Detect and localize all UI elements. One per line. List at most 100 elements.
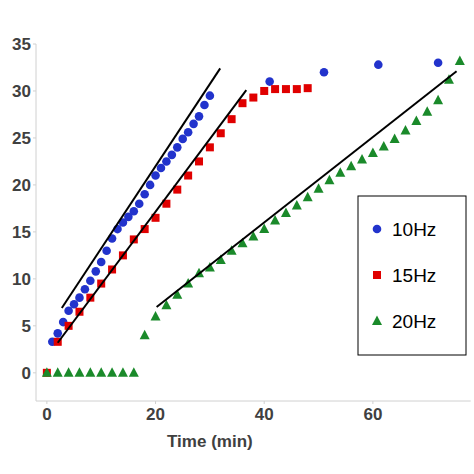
data-point — [346, 161, 356, 171]
data-point — [320, 68, 329, 77]
data-point — [140, 330, 150, 340]
data-point — [75, 293, 84, 302]
y-tick-label: 35 — [12, 35, 31, 54]
data-point — [314, 183, 324, 193]
data-point — [422, 106, 432, 116]
legend-label: 15Hz — [392, 265, 436, 286]
data-point — [70, 300, 79, 309]
data-point — [168, 151, 177, 160]
data-point — [129, 367, 139, 377]
data-point — [200, 101, 209, 110]
x-axis-line — [36, 401, 471, 402]
fit-line — [157, 71, 457, 307]
legend-box — [358, 196, 466, 355]
data-point — [265, 77, 274, 86]
legend: 10Hz 15Hz 20Hz — [358, 196, 466, 355]
x-tick — [155, 401, 156, 404]
data-point — [206, 91, 215, 100]
x-tick — [372, 401, 373, 404]
y-tick — [33, 278, 36, 279]
data-point — [249, 94, 257, 102]
data-point — [64, 367, 74, 377]
data-point — [42, 367, 52, 377]
legend-marker — [372, 316, 382, 326]
data-point — [178, 135, 187, 144]
data-point — [260, 87, 268, 95]
data-point — [135, 199, 144, 208]
data-point — [303, 192, 313, 202]
data-point — [195, 112, 204, 121]
data-point — [53, 367, 63, 377]
data-point — [368, 147, 378, 157]
data-point — [53, 329, 62, 338]
y-axis-line — [36, 44, 37, 401]
data-point — [271, 85, 279, 93]
chart: 051015202530350204060Time (min)10Hz15Hz2… — [0, 0, 474, 474]
y-tick-label: 10 — [12, 270, 31, 289]
data-point — [86, 276, 95, 285]
data-point — [140, 190, 149, 199]
data-point — [228, 115, 236, 123]
data-point — [189, 120, 198, 129]
data-point — [374, 60, 383, 69]
data-point — [97, 258, 106, 267]
data-point — [379, 141, 389, 151]
data-point — [411, 116, 421, 126]
x-tick-label: 0 — [42, 405, 51, 424]
data-point — [146, 181, 155, 190]
data-point — [64, 307, 73, 316]
data-point — [157, 164, 166, 173]
legend-marker — [373, 225, 382, 234]
y-tick — [33, 44, 36, 45]
x-tick-label: 20 — [146, 405, 165, 424]
data-point — [304, 84, 312, 92]
data-point — [206, 143, 214, 151]
y-tick — [33, 372, 36, 373]
legend-label: 10Hz — [392, 219, 436, 240]
data-point — [118, 367, 128, 377]
data-point — [130, 207, 139, 216]
data-point — [96, 367, 106, 377]
y-tick — [33, 137, 36, 138]
y-tick — [33, 90, 36, 91]
fit-line — [62, 68, 220, 308]
fit-line — [58, 90, 247, 343]
y-tick-label: 0 — [22, 364, 31, 383]
y-tick-label: 30 — [12, 82, 31, 101]
x-tick — [46, 401, 47, 404]
data-point — [335, 167, 345, 177]
data-point — [74, 367, 84, 377]
data-point — [91, 267, 100, 276]
data-point — [282, 85, 290, 93]
data-point — [434, 58, 443, 67]
y-tick-label: 20 — [12, 176, 31, 195]
data-point — [107, 367, 117, 377]
y-tick — [33, 184, 36, 185]
data-point — [217, 129, 225, 137]
data-point — [433, 95, 443, 105]
data-point — [151, 311, 161, 321]
data-point — [162, 157, 171, 166]
y-tick-label: 25 — [12, 129, 31, 148]
x-tick-label: 60 — [363, 405, 382, 424]
data-point — [400, 125, 410, 135]
data-point — [173, 143, 182, 152]
data-point — [390, 133, 400, 143]
x-tick-label: 40 — [255, 405, 274, 424]
y-tick-label: 5 — [22, 317, 31, 336]
data-point — [357, 154, 367, 164]
legend-marker — [373, 271, 381, 279]
legend-label: 20Hz — [392, 311, 436, 332]
x-tick — [264, 401, 265, 404]
data-point — [292, 200, 302, 210]
data-point — [81, 285, 90, 294]
y-tick — [33, 325, 36, 326]
data-point — [324, 175, 334, 185]
y-tick-label: 15 — [12, 223, 31, 242]
data-point — [293, 85, 301, 93]
data-point — [85, 367, 95, 377]
data-point — [455, 55, 465, 65]
y-tick — [33, 231, 36, 232]
data-point — [102, 246, 111, 255]
data-point — [184, 128, 193, 137]
